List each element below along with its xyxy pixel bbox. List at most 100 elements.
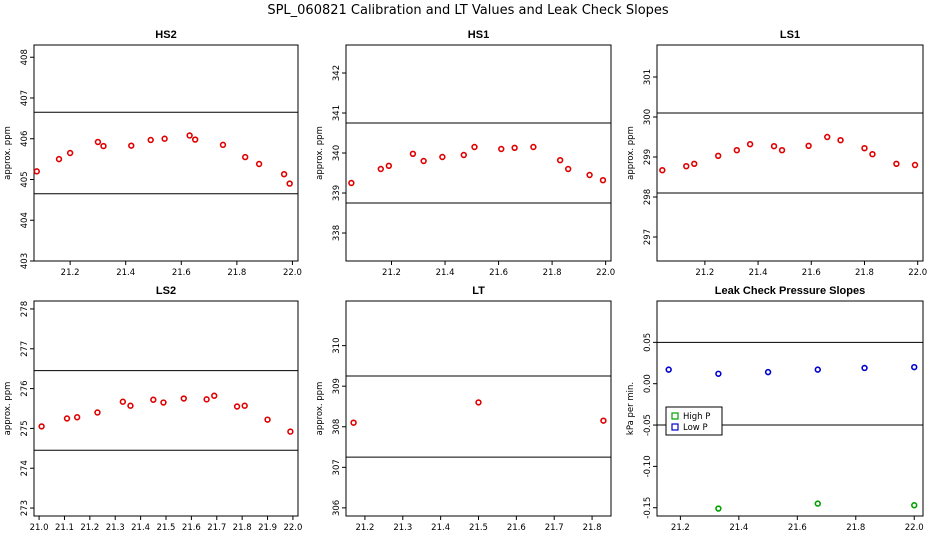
x-tick-label: 22.0 xyxy=(283,523,302,533)
data-point xyxy=(556,157,564,164)
data-point xyxy=(869,151,876,158)
data-point-high-p xyxy=(911,502,918,509)
data-point xyxy=(241,402,248,409)
panel-ls1: LS1 approx. ppm 21.2 21.4 21.6 21.8 22.0 297 298… xyxy=(626,29,927,278)
x-tick-label: 21.6 xyxy=(507,523,526,533)
panel-lt: LT approx. ppm 21.2 21.3 21.4 21.5 21.6 21.7 21.… xyxy=(315,285,612,533)
legend-label-low-p: Low P xyxy=(683,423,708,433)
data-point xyxy=(100,142,107,150)
data-point xyxy=(219,141,227,149)
data-point xyxy=(564,165,572,173)
panels: HS2 approx. ppm 21.2 21.4 21.6 21.8 22.0 403 404… xyxy=(3,29,927,533)
x-tick-label: 21.4 xyxy=(131,523,150,533)
x-tick-label: 21.6 xyxy=(172,268,191,278)
data-point xyxy=(147,136,154,144)
y-tick-label: 0.00 xyxy=(643,374,653,393)
plot-frame xyxy=(345,44,612,262)
x-tick-label: 22.0 xyxy=(908,268,927,278)
y-axis-label: approx. ppm xyxy=(315,382,325,436)
y-tick-label: 407 xyxy=(20,90,30,106)
x-tick-label: 21.6 xyxy=(788,523,807,533)
plot-frame xyxy=(33,300,299,517)
data-point xyxy=(242,153,249,161)
data-point xyxy=(420,157,427,165)
panel-hs1: HS1 approx. ppm 21.2 21.4 21.6 21.8 22.0 338 339… xyxy=(315,29,615,278)
data-point xyxy=(55,155,63,163)
legend-swatch-low-p xyxy=(671,423,679,431)
x-tick-label: 21.4 xyxy=(729,523,748,533)
y-tick-label: 405 xyxy=(20,171,30,187)
data-point xyxy=(73,414,81,421)
y-axis-label: approx. ppm xyxy=(3,126,13,180)
y-tick-label: 306 xyxy=(332,500,342,516)
x-tick-label: 21.8 xyxy=(855,268,874,278)
data-point xyxy=(683,163,690,170)
data-point xyxy=(150,396,157,403)
panel-hs2: HS2 approx. ppm 21.2 21.4 21.6 21.8 22.0 403 404… xyxy=(3,29,302,278)
panel-title: LT xyxy=(472,285,485,297)
data-point xyxy=(191,136,199,143)
data-point xyxy=(659,167,666,174)
y-tick-label: 298 xyxy=(643,189,653,205)
x-tick-label: 21.3 xyxy=(106,523,125,533)
x-tick-label: 21.7 xyxy=(545,523,564,533)
data-point xyxy=(161,135,168,142)
x-tick-label: 21.5 xyxy=(157,523,176,533)
panel-title: LS2 xyxy=(156,285,176,297)
data-point-low-p xyxy=(665,366,672,373)
data-point xyxy=(348,179,355,187)
data-point-high-p xyxy=(715,505,722,512)
data-point xyxy=(805,142,812,150)
data-point-low-p xyxy=(715,370,722,377)
data-point-low-p xyxy=(911,363,918,371)
data-point xyxy=(511,144,518,152)
y-tick-label: 310 xyxy=(332,338,342,354)
data-point xyxy=(586,171,593,179)
data-point xyxy=(38,423,45,430)
x-tick-label: 21.8 xyxy=(543,268,562,278)
plot-frame xyxy=(345,300,612,517)
y-axis-label: approx. ppm xyxy=(3,382,13,436)
data-point xyxy=(186,132,193,139)
y-tick-label: 301 xyxy=(643,69,653,85)
data-point xyxy=(824,133,831,141)
y-tick-label: 297 xyxy=(643,229,653,245)
y-axis-label: approx. ppm xyxy=(626,126,636,180)
y-tick-label: 408 xyxy=(20,49,30,65)
y-tick-label: 274 xyxy=(20,460,30,476)
data-point xyxy=(287,428,294,435)
y-tick-label: 275 xyxy=(20,420,30,436)
data-point xyxy=(861,145,868,152)
x-tick-label: 21.8 xyxy=(846,523,865,533)
main-title: SPL_060821 Calibration and LT Values and… xyxy=(267,3,669,18)
data-point xyxy=(471,143,478,151)
data-point xyxy=(66,149,74,157)
y-tick-label: 406 xyxy=(20,131,30,147)
x-tick-label: 21.4 xyxy=(431,523,450,533)
data-point xyxy=(893,160,900,168)
data-point xyxy=(233,403,241,410)
y-tick-label: 341 xyxy=(332,105,342,121)
y-axis-label: kPa per min. xyxy=(626,382,636,435)
data-point-high-p xyxy=(814,500,821,507)
x-tick-label: 21.8 xyxy=(227,268,246,278)
panel-title: Leak Check Pressure Slopes xyxy=(715,285,865,297)
y-tick-label: -0.10 xyxy=(643,455,653,477)
data-point-low-p xyxy=(764,368,772,376)
plot-frame xyxy=(656,300,924,517)
x-tick-label: 21.8 xyxy=(583,523,602,533)
y-tick-label: 404 xyxy=(20,212,30,228)
x-tick-label: 21.2 xyxy=(355,523,374,533)
panel-ls2: LS2 approx. ppm 21.0 21.1 21.2 21.3 21.4 21.5 21… xyxy=(3,285,302,533)
data-point xyxy=(460,151,467,159)
y-tick-label: 299 xyxy=(643,149,653,165)
y-tick-label: 308 xyxy=(332,419,342,435)
data-point xyxy=(439,153,446,161)
plot-frame xyxy=(656,44,924,262)
x-tick-label: 21.2 xyxy=(382,268,401,278)
data-point xyxy=(530,143,537,151)
y-tick-label: 307 xyxy=(332,459,342,475)
y-tick-label: 339 xyxy=(332,185,342,201)
y-axis-label: approx. ppm xyxy=(315,126,325,180)
